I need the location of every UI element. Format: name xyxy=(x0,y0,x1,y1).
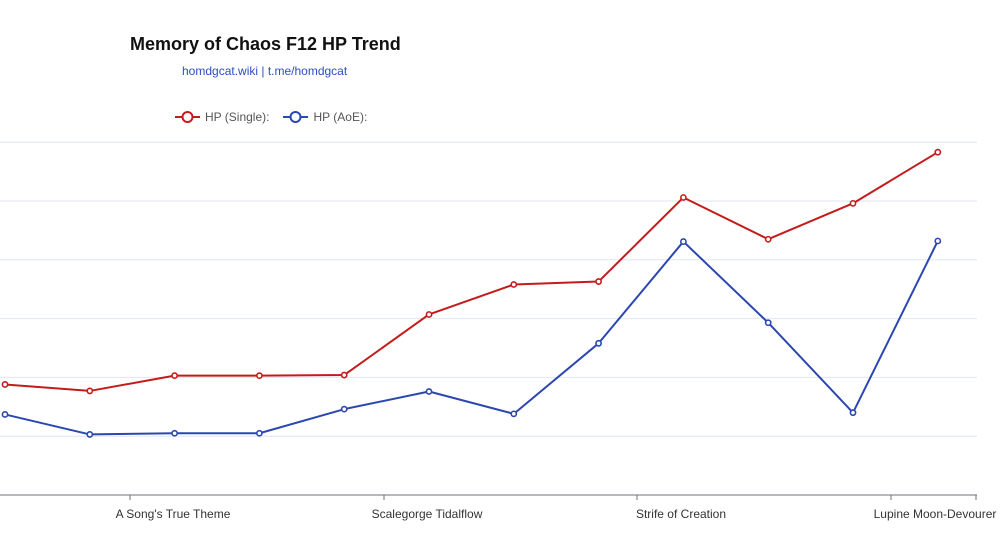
data-point-hp-single xyxy=(86,387,94,395)
legend-marker-hp-aoe xyxy=(283,111,309,123)
series-line-hp-single xyxy=(4,151,939,392)
data-point-hp-aoe xyxy=(86,431,94,438)
data-point-hp-single xyxy=(680,194,687,201)
data-point-hp-aoe xyxy=(680,238,687,245)
data-point-hp-single xyxy=(1,381,9,388)
data-point-hp-aoe xyxy=(425,388,433,395)
data-point-hp-aoe xyxy=(1,411,9,418)
legend-marker-hp-single xyxy=(175,111,200,123)
data-point-hp-single xyxy=(171,372,178,380)
data-point-hp-aoe xyxy=(595,339,602,347)
legend-label-hp-single: HP (Single): xyxy=(205,110,270,124)
x-tick-label: Lupine Moon-Devourer xyxy=(874,507,997,521)
chart-subtitle[interactable]: homdgcat.wiki | t.me/homdgcat xyxy=(182,64,348,78)
data-point-hp-aoe xyxy=(510,410,518,418)
legend: HP (Single): HP (AoE): xyxy=(175,108,381,126)
data-point-hp-single xyxy=(595,278,602,285)
data-point-hp-single xyxy=(849,199,857,207)
legend-item-hp-aoe[interactable]: HP (AoE): xyxy=(283,110,367,124)
chart-title: Memory of Chaos F12 HP Trend xyxy=(130,34,401,54)
x-tick-label: Scalegorge Tidalflow xyxy=(372,507,483,521)
data-point-hp-aoe xyxy=(764,319,772,327)
series-line-hp-aoe xyxy=(4,240,939,436)
data-point-hp-single xyxy=(425,311,433,318)
legend-label-hp-aoe: HP (AoE): xyxy=(313,110,368,124)
data-point-hp-single xyxy=(764,235,772,243)
data-point-hp-single xyxy=(255,372,263,380)
data-point-hp-single xyxy=(340,371,348,379)
data-point-hp-single xyxy=(934,148,942,156)
data-point-hp-aoe xyxy=(255,429,263,437)
data-point-hp-aoe xyxy=(934,237,942,245)
legend-item-hp-single[interactable]: HP (Single): xyxy=(175,110,269,124)
data-point-hp-aoe xyxy=(849,409,857,417)
data-point-hp-aoe xyxy=(340,405,348,413)
x-tick-label: A Song's True Theme xyxy=(116,507,231,521)
data-point-hp-aoe xyxy=(171,429,178,437)
x-tick-label: Strife of Creation xyxy=(636,507,726,521)
data-point-hp-single xyxy=(510,281,518,288)
